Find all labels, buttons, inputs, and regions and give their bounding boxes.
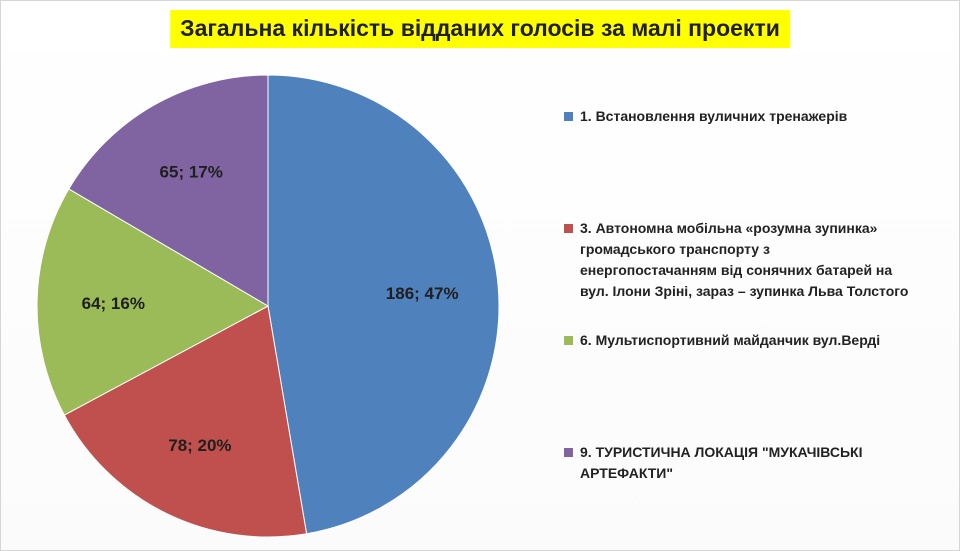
pie-slice-1 (267, 74, 500, 535)
pie-slice-6 (36, 188, 270, 416)
legend-swatch-1 (564, 112, 573, 121)
slice-data-label-9: 65; 17% (160, 163, 223, 182)
legend-item-6: 6. Мультиспортивний майданчик вул.Верді (564, 330, 954, 351)
slice-data-label-6: 64; 16% (82, 294, 145, 313)
legend-item-3: 3. Автономна мобільна «розумна зупинка» … (564, 218, 954, 302)
slice-data-label-3: 78; 20% (168, 436, 231, 455)
legend-swatch-9 (564, 448, 573, 457)
legend-label-1: 1. Встановлення вуличних тренажерів (580, 108, 848, 124)
legend-label-6: 6. Мультиспортивний майданчик вул.Верді (580, 332, 881, 348)
chart-title: Загальна кількість відданих голосів за м… (170, 10, 790, 48)
pie-slice-9 (68, 74, 269, 307)
pie-slice-3 (63, 305, 308, 538)
legend-label-3: 3. Автономна мобільна «розумна зупинка» … (580, 220, 909, 299)
slice-data-label-1: 186; 47% (386, 284, 459, 303)
legend-label-9: 9. ТУРИСТИЧНА ЛОКАЦІЯ "МУКАЧІВСЬКІ АРТЕФ… (580, 444, 863, 481)
legend-item-1: 1. Встановлення вуличних тренажерів (564, 106, 954, 127)
legend-item-9: 9. ТУРИСТИЧНА ЛОКАЦІЯ "МУКАЧІВСЬКІ АРТЕФ… (564, 442, 954, 484)
legend-swatch-3 (564, 224, 573, 233)
legend-swatch-6 (564, 336, 573, 345)
